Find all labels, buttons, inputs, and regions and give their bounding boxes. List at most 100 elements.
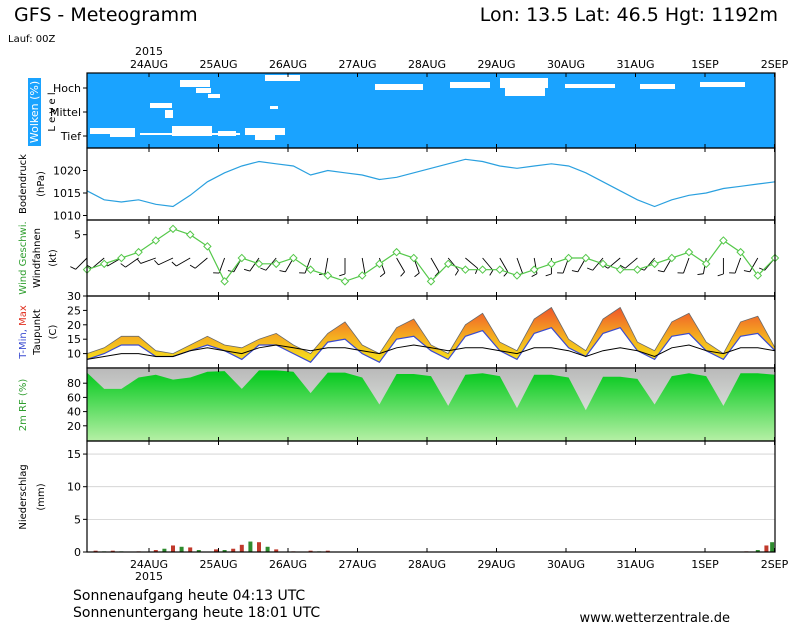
wind-speed-point bbox=[237, 253, 247, 263]
tmin-line bbox=[86, 326, 776, 363]
date-label-top: 29AUG bbox=[477, 58, 515, 71]
wind-barb bbox=[125, 257, 139, 268]
wind-barb bbox=[140, 257, 156, 264]
cloud-level-label: Hoch bbox=[53, 82, 81, 95]
precip-bar bbox=[179, 546, 184, 552]
cloud-gap bbox=[565, 84, 615, 88]
precip-bar bbox=[162, 548, 167, 552]
date-label-top: 26AUG bbox=[269, 58, 307, 71]
wind-speed-point bbox=[254, 259, 264, 269]
precip-bar bbox=[188, 547, 193, 552]
wind-speed-point bbox=[426, 277, 436, 286]
run-label: Lauf: 00Z bbox=[8, 34, 55, 45]
wind-speed-point bbox=[615, 265, 625, 274]
clouds-ylabel-level: L e v e l bbox=[47, 92, 58, 131]
date-label-bottom: 27AUG bbox=[338, 558, 376, 571]
pressure-tick-label: 1020 bbox=[53, 165, 81, 178]
precip-tick-label: 0 bbox=[74, 546, 81, 559]
pressure-tick-label: 1010 bbox=[53, 210, 81, 223]
temp-tick-label: 25 bbox=[67, 304, 81, 317]
temp-ylabel-dew: Taupunkt bbox=[32, 309, 43, 356]
precip-bar bbox=[110, 550, 115, 552]
cloud-gap bbox=[245, 128, 285, 135]
wind-barb bbox=[482, 257, 494, 271]
temp-tick-label: 15 bbox=[67, 333, 81, 346]
wind-barb bbox=[176, 257, 191, 267]
wind-barb bbox=[430, 257, 440, 273]
wind-barb-feather bbox=[414, 272, 420, 278]
sunset-text: Sonnenuntergang heute 18:01 UTC bbox=[73, 605, 320, 621]
date-label-bottom: 1SEP bbox=[691, 558, 719, 571]
wind-barb-feather bbox=[339, 273, 346, 277]
wind-barb-feather bbox=[454, 270, 459, 276]
wind-speed-point bbox=[650, 259, 659, 269]
cloud-gap bbox=[255, 135, 275, 140]
precip-bar bbox=[196, 550, 201, 552]
wind-speed-point bbox=[271, 259, 281, 269]
cloud-gap bbox=[505, 88, 545, 96]
wind-barb bbox=[465, 257, 478, 269]
precip-bar bbox=[239, 544, 244, 552]
precip-bar bbox=[265, 546, 270, 552]
precip-bar bbox=[325, 550, 330, 552]
date-label-bottom: 25AUG bbox=[199, 558, 237, 571]
pressure-frame bbox=[86, 147, 776, 221]
wind-speed-point bbox=[701, 259, 711, 269]
wind-speed-point bbox=[564, 253, 573, 263]
temp-range-area bbox=[87, 307, 775, 363]
temp-tick-label: 10 bbox=[67, 348, 81, 361]
cloud-gap bbox=[270, 106, 278, 109]
wind-barb-feather bbox=[697, 273, 704, 276]
clouds-ylabel: Wolken (%) bbox=[28, 81, 41, 143]
rh-tick-label: 60 bbox=[67, 391, 81, 404]
wind-barb bbox=[158, 257, 174, 266]
wind-speed-point bbox=[581, 253, 591, 263]
rh-tick-label: 80 bbox=[67, 377, 81, 390]
cloud-gap bbox=[180, 80, 210, 87]
wind-barb bbox=[734, 257, 742, 274]
precip-bar bbox=[770, 542, 775, 552]
precip-tick-label: 10 bbox=[67, 481, 81, 494]
date-label-top: 24AUG bbox=[130, 58, 168, 71]
precip-ylabel: Niederschlag bbox=[18, 464, 29, 529]
wind-barb bbox=[75, 257, 88, 270]
date-labels-top: 24AUG 25AUG 26AUG 27AUG 28AUG 29AUG 30AUG 31AUG… bbox=[130, 58, 789, 71]
wind-barb-feather bbox=[243, 268, 250, 272]
wind-panel: 5 bbox=[70, 219, 780, 297]
precip-bar bbox=[171, 545, 175, 552]
cloud-level-label: Tief bbox=[60, 130, 82, 143]
cloud-gap bbox=[265, 75, 300, 81]
wind-speed-point bbox=[684, 247, 694, 257]
year-label-bottom: 2015 bbox=[135, 570, 163, 583]
precip-bar bbox=[231, 548, 236, 552]
source-url: www.wetterzentrale.de bbox=[580, 611, 730, 625]
date-label-top: 30AUG bbox=[547, 58, 585, 71]
wind-speed-point bbox=[185, 230, 195, 239]
cloud-gap bbox=[450, 82, 490, 88]
rh-ylabel: 2m RF (%) bbox=[18, 379, 29, 432]
chart-title: GFS - Meteogramm bbox=[14, 4, 198, 26]
precip-tick-label: 15 bbox=[67, 448, 81, 461]
wind-speed-point bbox=[289, 253, 298, 263]
wind-barb bbox=[516, 257, 523, 274]
wind-barb bbox=[361, 257, 366, 274]
precipitation-panel: 0 5 10 15 bbox=[67, 440, 776, 559]
sunrise-text: Sonnenaufgang heute 04:13 UTC bbox=[73, 588, 305, 604]
pressure-tick-label: 1015 bbox=[53, 187, 81, 200]
wind-barb-feather bbox=[171, 261, 177, 267]
wind-ylabel-barbs: Windfahnen bbox=[32, 228, 43, 288]
wind-ylabel: Wind Geschwi. bbox=[18, 221, 29, 294]
wind-speed-point bbox=[99, 259, 109, 269]
precip-bar bbox=[222, 550, 227, 552]
pressure-line bbox=[86, 158, 776, 208]
wind-barb bbox=[499, 257, 509, 273]
wind-speed-point bbox=[736, 247, 745, 257]
date-label-top: 27AUG bbox=[338, 58, 376, 71]
precip-frame bbox=[86, 440, 776, 553]
precip-bar bbox=[93, 550, 98, 552]
tmax-line bbox=[86, 306, 776, 355]
pressure-panel: 1010 1015 1020 bbox=[53, 147, 776, 223]
wind-barb-feather bbox=[120, 263, 126, 268]
wind-speed-point bbox=[598, 259, 608, 269]
